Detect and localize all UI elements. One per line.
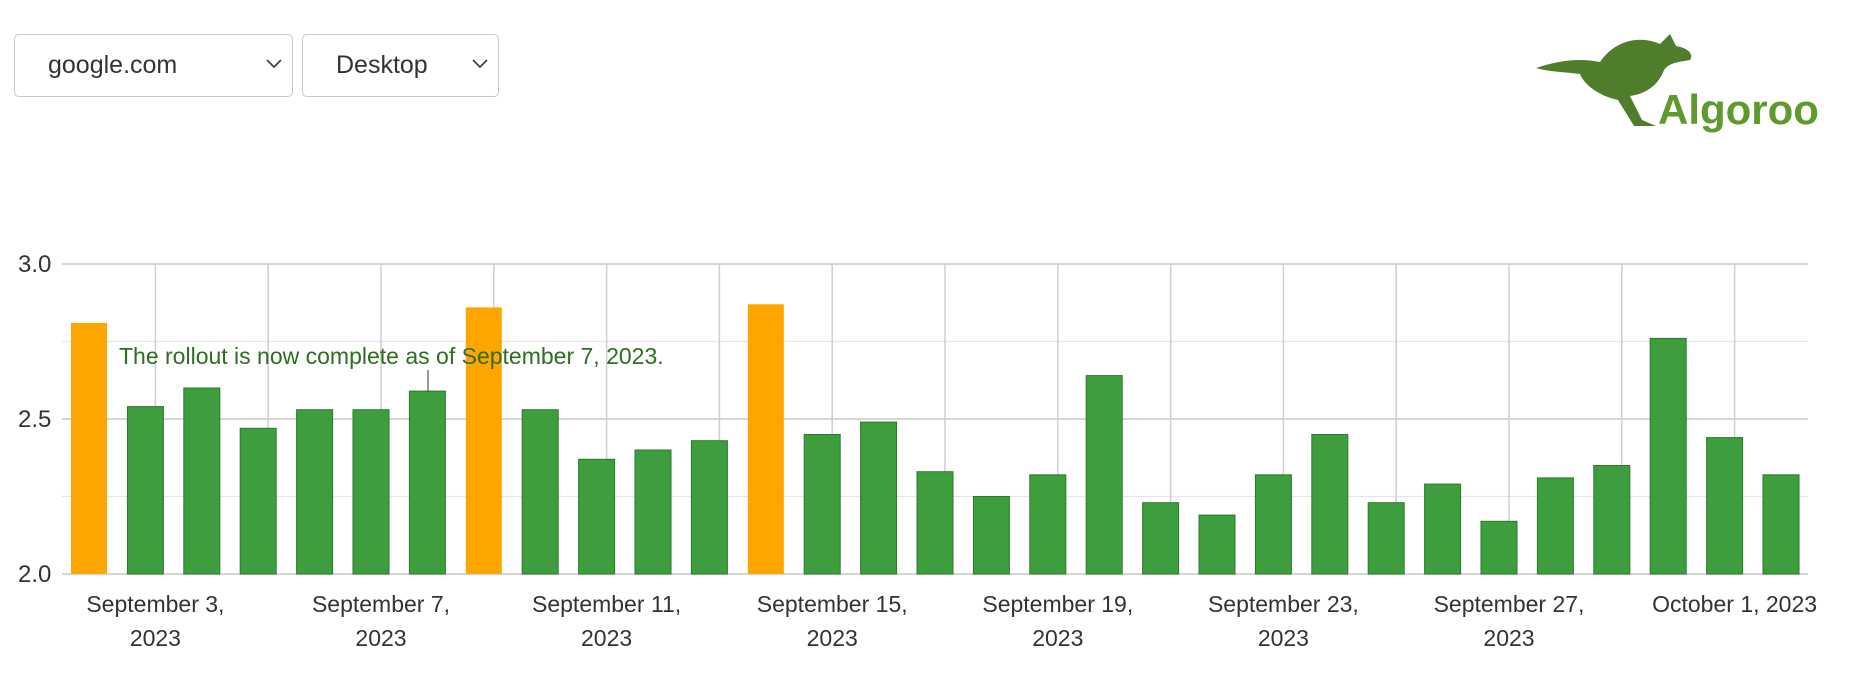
x-tick-label: September 3, 2023 bbox=[86, 591, 224, 651]
x-tick-label: September 11, 2023 bbox=[532, 591, 681, 651]
bar bbox=[239, 427, 277, 575]
logo: Algoroo bbox=[1536, 34, 1819, 133]
y-tick-label: 2.0 bbox=[18, 561, 51, 588]
kangaroo-icon bbox=[1536, 34, 1692, 126]
x-tick-label: September 27, 2023 bbox=[1434, 591, 1585, 651]
bar bbox=[1142, 502, 1180, 575]
bar bbox=[1029, 474, 1067, 575]
y-tick-label: 2.5 bbox=[18, 406, 51, 433]
device-value: Desktop bbox=[336, 51, 428, 79]
bar bbox=[1706, 437, 1744, 575]
x-tick-line: September 15, bbox=[757, 591, 908, 617]
x-tick-label: September 23, 2023 bbox=[1208, 591, 1359, 651]
bar bbox=[1593, 465, 1631, 575]
x-tick-label: October 1, 2023 bbox=[1652, 591, 1817, 617]
bar bbox=[71, 322, 107, 574]
x-tick-line: 2023 bbox=[130, 625, 181, 651]
bar bbox=[1367, 502, 1405, 575]
bar bbox=[465, 307, 502, 574]
bar bbox=[408, 390, 446, 575]
bar bbox=[690, 440, 728, 575]
bar bbox=[1085, 375, 1123, 575]
bar bbox=[1254, 474, 1292, 575]
bar bbox=[747, 304, 784, 574]
x-tick-line: 2023 bbox=[807, 625, 858, 651]
x-tick-line: 2023 bbox=[581, 625, 632, 651]
bar bbox=[1762, 474, 1800, 575]
bar bbox=[972, 496, 1010, 575]
y-tick-label: 3.0 bbox=[18, 251, 51, 278]
bar bbox=[578, 458, 616, 575]
bar bbox=[126, 406, 164, 575]
logo-text: Algoroo bbox=[1658, 86, 1819, 133]
bar bbox=[183, 387, 221, 575]
x-tick-line: 2023 bbox=[1032, 625, 1083, 651]
bar bbox=[1480, 520, 1518, 575]
x-tick-line: 2023 bbox=[1258, 625, 1309, 651]
bar bbox=[1424, 483, 1462, 575]
x-tick-line: September 23, bbox=[1208, 591, 1359, 617]
x-tick-line: September 19, bbox=[982, 591, 1133, 617]
bar bbox=[1198, 514, 1236, 575]
x-tick-line: 2023 bbox=[1483, 625, 1534, 651]
chevron bbox=[266, 59, 282, 69]
x-tick-label: September 19, 2023 bbox=[982, 591, 1133, 651]
bar bbox=[803, 434, 841, 575]
bar bbox=[916, 471, 954, 575]
bar bbox=[860, 421, 898, 575]
x-tick-line: September 27, bbox=[1434, 591, 1585, 617]
annotation: The rollout is now complete as of Septem… bbox=[119, 343, 664, 369]
x-tick-line: September 11, bbox=[532, 591, 681, 617]
bar bbox=[634, 449, 672, 575]
domain-select[interactable]: google.com bbox=[14, 34, 293, 97]
x-tick-label: September 7, 2023 bbox=[312, 591, 450, 651]
x-tick-line: 2023 bbox=[355, 625, 406, 651]
x-tick-line: September 3, bbox=[86, 591, 224, 617]
bar bbox=[1536, 477, 1574, 575]
bar bbox=[352, 409, 390, 575]
bar bbox=[1311, 434, 1349, 575]
bar bbox=[1649, 337, 1687, 575]
domain-value: google.com bbox=[48, 51, 178, 79]
x-tick-label: September 15, 2023 bbox=[757, 591, 908, 651]
bar bbox=[296, 409, 334, 575]
bar bbox=[521, 409, 559, 575]
x-tick-line: September 7, bbox=[312, 591, 450, 617]
chevron bbox=[472, 59, 488, 69]
device-select[interactable]: Desktop bbox=[302, 34, 499, 97]
